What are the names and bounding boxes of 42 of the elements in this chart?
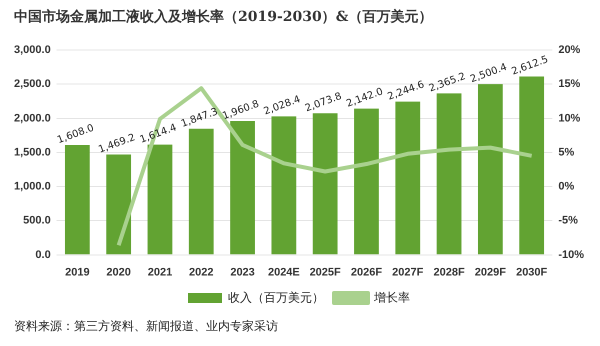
x-tick-label: 2021 <box>148 266 172 278</box>
bar <box>64 145 90 254</box>
y-tick-label: 1,500.0 <box>14 146 51 158</box>
bar <box>271 116 296 254</box>
chart-title: 中国市场金属加工液收入及增长率（2019-2030）&（百万美元） <box>14 8 432 26</box>
y2-tick-label: 20% <box>558 44 581 56</box>
x-tick-label: 2027F <box>392 266 424 278</box>
y2-tick-label: 10% <box>558 112 581 124</box>
y-tick-label: 500.0 <box>23 214 51 227</box>
y2-tick-label: -5% <box>558 214 578 227</box>
bar <box>354 108 379 254</box>
y-tick-label: 3,000.0 <box>14 44 51 56</box>
y-tick-label: 1,000.0 <box>14 180 51 193</box>
bar <box>312 113 338 254</box>
x-tick-label: 2023 <box>230 266 255 278</box>
x-tick-label: 2022 <box>189 266 214 278</box>
x-tick-label: 2030F <box>516 266 548 278</box>
bar <box>436 93 462 254</box>
y2-tick-label: 15% <box>558 78 581 90</box>
x-tick-label: 2025F <box>310 266 342 278</box>
x-tick-label: 2026F <box>350 266 382 278</box>
bar <box>230 120 255 254</box>
bar <box>478 84 503 254</box>
x-tick-label: 2024E <box>268 266 300 278</box>
y2-tick-label: 0% <box>558 180 574 193</box>
bar <box>148 144 172 254</box>
x-tick-label: 2029F <box>474 266 506 278</box>
y-tick-label: 0.0 <box>35 248 51 261</box>
legend-label: 增长率 <box>373 290 410 304</box>
bar <box>395 102 420 254</box>
y2-tick-label: 5% <box>558 146 574 158</box>
x-tick-label: 2020 <box>106 266 131 278</box>
y-tick-label: 2,500.0 <box>14 78 51 90</box>
x-tick-label: 2028F <box>433 266 465 278</box>
bar <box>519 76 544 254</box>
y-tick-label: 2,000.0 <box>14 112 51 124</box>
text: 资料来源：第三方资料、新闻报道、业内专家采访 <box>14 318 278 335</box>
y2-tick-label: -10% <box>558 248 584 261</box>
bar <box>188 128 214 254</box>
bar <box>106 154 132 254</box>
x-tick-label: 2019 <box>65 266 90 278</box>
legend-label: 收入（百万美元） <box>228 290 324 304</box>
